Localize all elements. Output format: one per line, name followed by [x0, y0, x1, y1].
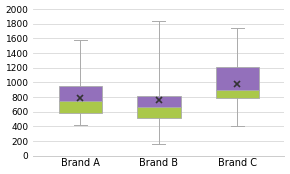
Bar	[137, 96, 180, 106]
Bar	[137, 106, 180, 118]
Bar	[59, 101, 102, 113]
Bar	[216, 67, 259, 90]
Bar	[216, 90, 259, 98]
Bar	[59, 86, 102, 101]
